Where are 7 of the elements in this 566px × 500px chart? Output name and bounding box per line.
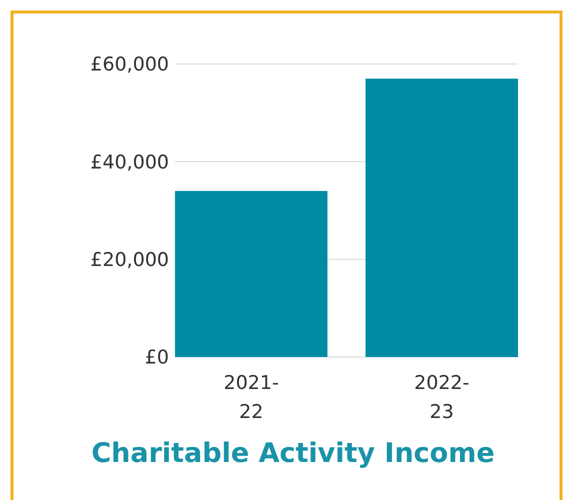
y-tick-label: £40,000 (90, 151, 169, 174)
y-tick-label: £60,000 (90, 54, 169, 76)
text: Charitable Activity Income (91, 438, 495, 469)
y-tick-label: £20,000 (90, 248, 169, 271)
y-tick-label: £0 (144, 346, 169, 369)
x-tick-label: 2021-22 (224, 372, 279, 423)
x-tick-label: 2022-23 (414, 372, 470, 423)
